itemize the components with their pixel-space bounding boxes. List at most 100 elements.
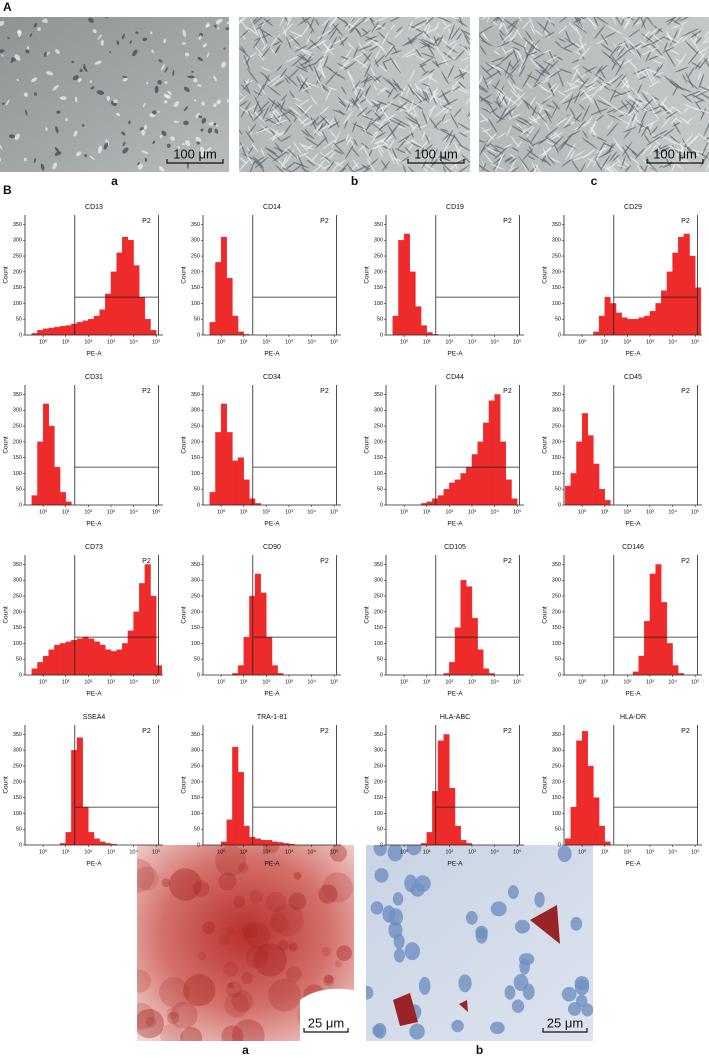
cell: [100, 39, 104, 46]
bar: [48, 649, 55, 676]
cell: [331, 22, 344, 37]
cell: [567, 130, 581, 138]
cell: [577, 75, 586, 85]
y-tick-label: 350: [552, 732, 561, 738]
cell: [672, 122, 681, 127]
cell: [246, 26, 260, 37]
cell: [267, 74, 281, 85]
cell: [387, 148, 395, 165]
cell: [563, 123, 572, 129]
cell: [609, 143, 613, 153]
cell: [254, 157, 269, 169]
cell: [276, 101, 287, 113]
cells: [0, 17, 229, 172]
cell: [264, 117, 273, 122]
cell: [159, 134, 163, 139]
cell: [187, 75, 195, 79]
x-tick-label: 10²: [262, 679, 270, 685]
cell: [607, 164, 618, 172]
x-tick-label: 10⁰: [578, 338, 587, 345]
cell: [213, 75, 217, 82]
cell: [620, 100, 629, 110]
cell: [353, 45, 359, 59]
cell: [368, 148, 373, 158]
cell: [400, 156, 410, 163]
cell: [631, 151, 639, 157]
cell: [634, 90, 648, 106]
y-tick-label: 350: [552, 562, 561, 568]
cell: [482, 162, 487, 171]
cell: [213, 122, 217, 126]
stain-spot: [137, 866, 159, 891]
cell: [479, 112, 489, 122]
cell: [465, 95, 470, 106]
cell: [352, 159, 360, 169]
bar: [437, 495, 444, 506]
cell: [498, 104, 509, 122]
x-tick-label: 10¹: [240, 509, 248, 515]
cell: [559, 17, 573, 23]
bar: [564, 485, 572, 506]
y-tick-label: 0: [380, 332, 383, 338]
cell: [374, 17, 391, 23]
cell: [286, 17, 294, 27]
cell: [239, 17, 248, 26]
cell: [464, 35, 470, 46]
cell: [557, 37, 567, 43]
nucleus: [504, 985, 516, 1000]
cell: [549, 83, 557, 91]
cell: [577, 120, 586, 131]
bar: [672, 665, 679, 676]
sub-label: a: [111, 174, 118, 188]
y-tick-label: 250: [552, 764, 561, 770]
cell: [704, 133, 709, 141]
y-tick-label: 350: [191, 392, 200, 398]
x-tick-label: 10³: [646, 509, 654, 515]
stain-spot: [262, 845, 280, 854]
cell: [673, 32, 687, 47]
bar: [254, 838, 261, 846]
y-axis-label: Count: [364, 606, 371, 624]
bar: [144, 319, 151, 336]
cell: [541, 97, 551, 105]
cell: [336, 63, 348, 69]
y-tick-label: 50: [555, 317, 561, 323]
bar: [82, 806, 89, 846]
cell: [571, 58, 581, 64]
cell: [466, 46, 470, 54]
cell: [297, 154, 306, 172]
x-tick-label: 10⁴: [668, 848, 677, 855]
cell: [318, 39, 326, 46]
cell: [297, 98, 311, 108]
cell: [254, 45, 266, 59]
cell: [599, 80, 605, 92]
cell: [563, 84, 580, 93]
cell: [410, 139, 426, 149]
cell: [580, 93, 594, 101]
cell: [354, 58, 369, 69]
cell: [498, 22, 505, 32]
cell: [630, 156, 643, 167]
cell: [208, 121, 215, 126]
cell: [675, 147, 685, 157]
bar: [604, 841, 611, 846]
cell: [181, 42, 186, 45]
cell: [260, 46, 271, 59]
nucleus: [570, 916, 583, 931]
bar: [610, 303, 617, 336]
bar: [415, 306, 422, 336]
bar: [48, 327, 55, 336]
cell: [183, 86, 190, 93]
x-tick-label: 10⁴: [307, 508, 316, 515]
cell: [298, 17, 315, 26]
cell: [589, 74, 600, 86]
sub-label: a: [242, 1043, 249, 1057]
stain-spot: [137, 858, 155, 893]
x-tick-label: 10²: [623, 849, 631, 855]
x-tick-label: 10¹: [240, 679, 248, 685]
x-axis-label: PE-A: [447, 351, 463, 358]
y-tick-label: 250: [552, 254, 561, 260]
y-tick-label: 50: [377, 487, 383, 493]
bar: [581, 731, 588, 846]
